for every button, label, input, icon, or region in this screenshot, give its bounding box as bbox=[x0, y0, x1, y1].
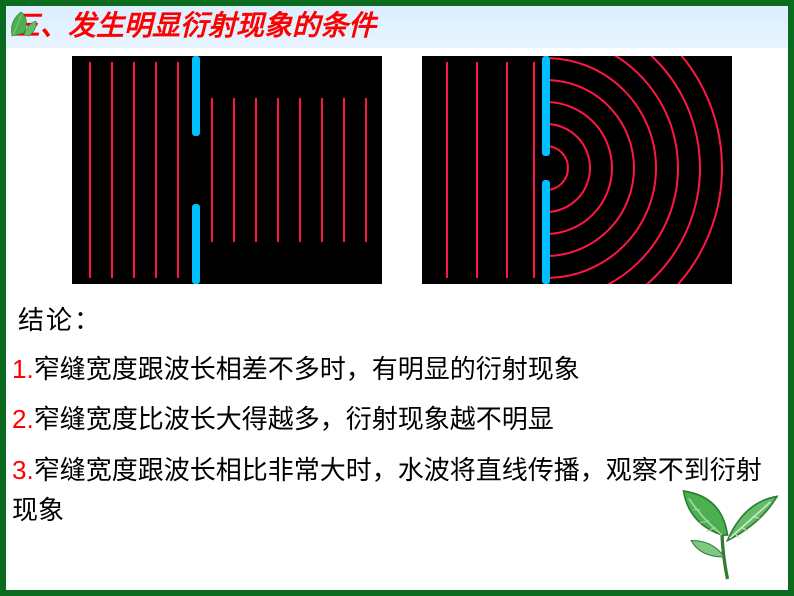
section-header: 三、发生明显衍射现象的条件 bbox=[0, 0, 794, 48]
conclusion-number: 1. bbox=[12, 354, 34, 384]
leaf-decoration-bottom bbox=[667, 475, 788, 591]
conclusion-number: 2. bbox=[12, 404, 34, 434]
conclusion-number: 3. bbox=[12, 455, 34, 485]
leaf-decoration-top bbox=[6, 6, 42, 45]
diagrams-row bbox=[72, 56, 782, 284]
content-area: 结论： 1.窄缝宽度跟波长相差不多时，有明显的衍射现象2.窄缝宽度比波长大得越多… bbox=[0, 56, 794, 530]
conclusion-text: 窄缝宽度比波长大得越多，衍射现象越不明显 bbox=[34, 404, 554, 434]
conclusion-text: 窄缝宽度跟波长相差不多时，有明显的衍射现象 bbox=[34, 354, 580, 384]
conclusion-text: 窄缝宽度跟波长相比非常大时，水波将直线传播，观察不到衍射现象 bbox=[12, 455, 762, 525]
header-title: 三、发生明显衍射现象的条件 bbox=[12, 10, 376, 41]
conclusion-item-2: 2.窄缝宽度比波长大得越多，衍射现象越不明显 bbox=[12, 399, 782, 439]
diffraction-diagram-wide-slit bbox=[72, 56, 382, 284]
conclusion-item-1: 1.窄缝宽度跟波长相差不多时，有明显的衍射现象 bbox=[12, 349, 782, 389]
diffraction-diagram-narrow-slit bbox=[422, 56, 732, 284]
conclusion-label: 结论： bbox=[18, 300, 782, 337]
